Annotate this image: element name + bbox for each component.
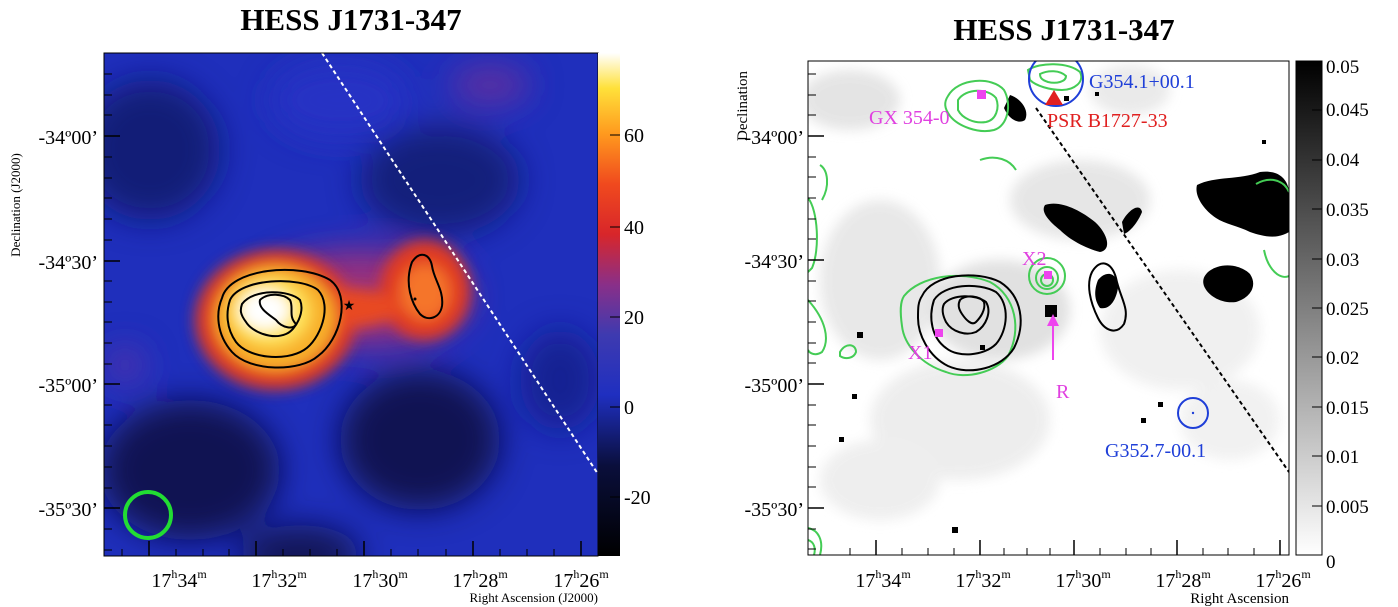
colorbar-tick-label: 0.035 <box>1326 200 1369 221</box>
y-tick-label: -35º30’ <box>744 499 804 521</box>
colorbar-tick-label: 0 <box>1326 552 1336 573</box>
x-tick-label: 17h28m <box>452 567 508 592</box>
x-tick-label: 17h26m <box>553 567 609 592</box>
right-colorbar-labels: 0.05 0.045 0.04 0.035 0.03 0.025 0.02 0.… <box>1326 57 1369 573</box>
black-contours <box>916 262 1127 372</box>
x-tick-label: 17h28m <box>1155 567 1211 592</box>
colorbar-tick-label: 0.01 <box>1326 447 1359 468</box>
label-x2: X2 <box>1022 248 1046 270</box>
y-tick-label: -34º30’ <box>744 251 804 273</box>
left-x-ticks <box>121 541 582 556</box>
snr-circle-g352 <box>1177 397 1209 429</box>
colorbar-tick-label: 40 <box>624 217 644 239</box>
x-tick-label: 17h26m <box>1255 567 1311 592</box>
colorbar-tick-label: 0 <box>624 397 634 419</box>
colorbar-tick-label: 0.025 <box>1326 299 1369 320</box>
label-psr: PSR B1727-33 <box>1047 110 1168 132</box>
y-tick-label: -35º30’ <box>38 499 98 521</box>
y-tick-label: -34º30’ <box>38 252 98 274</box>
left-heatmap: ★ <box>104 53 598 556</box>
left-colorbar <box>598 53 620 556</box>
source-marker-x1 <box>935 329 943 337</box>
left-colorbar-ticks <box>610 134 620 498</box>
right-title: HESS J1731-347 <box>953 12 1174 47</box>
x-tick-label: 17h34m <box>151 567 207 592</box>
label-g354: G354.1+00.1 <box>1089 71 1195 93</box>
y-tick-label: -35º00’ <box>38 375 98 397</box>
x-tick-label: 17h32m <box>955 567 1011 592</box>
x-tick-label: 17h30m <box>352 567 408 592</box>
left-y-ticks <box>104 73 120 551</box>
x-tick-label: 17h32m <box>251 567 307 592</box>
colorbar-tick-label: 0.05 <box>1326 57 1359 78</box>
right-map <box>808 61 1289 555</box>
psf-circle <box>123 490 173 540</box>
left-x-axis-label: Right Ascension (J2000) <box>469 590 598 605</box>
right-annotations: G354.1+00.1 GX 354-0 PSR B1727-33 X2 X1 … <box>869 71 1206 462</box>
source-marker-x2 <box>1044 271 1052 279</box>
colorbar-tick-label: 0.04 <box>1326 150 1360 171</box>
colorbar-tick-label: 0.02 <box>1326 348 1359 369</box>
colorbar-tick-label: 0.015 <box>1326 398 1369 419</box>
star-marker: ★ <box>343 299 356 314</box>
y-tick-label: -35º00’ <box>744 375 804 397</box>
right-y-tick-labels: -34º00’ -34º30’ -35º00’ -35º30’ <box>744 127 804 521</box>
left-y-axis-label: Declination (J2000) <box>8 153 23 257</box>
left-panel: HESS J1731-347 <box>8 2 651 605</box>
pulsar-marker <box>1045 90 1063 105</box>
dashed-line <box>1035 107 1289 473</box>
right-frame <box>807 60 1290 556</box>
x-tick-label: 17h30m <box>1055 567 1111 592</box>
colorbar-tick-label: 0.005 <box>1326 497 1369 518</box>
snr-circle-g354 <box>1028 61 1084 107</box>
left-x-tick-labels: 17h34m 17h32m 17h30m 17h28m 17h26m <box>151 567 609 592</box>
x-tick-label: 17h34m <box>855 567 911 592</box>
right-y-ticks <box>808 73 824 550</box>
right-x-ticks <box>849 540 1281 555</box>
colorbar-tick-label: 60 <box>624 125 644 147</box>
right-y-axis-label: Declination <box>735 71 751 141</box>
colorbar-tick-label: 0.045 <box>1326 100 1369 121</box>
label-g352: G352.7-00.1 <box>1105 440 1206 462</box>
right-panel: HESS J1731-347 <box>735 12 1369 607</box>
colorbar-tick-label: 0.03 <box>1326 250 1359 271</box>
left-title: HESS J1731-347 <box>240 2 461 37</box>
right-x-tick-labels: 17h34m 17h32m 17h30m 17h28m 17h26m <box>855 567 1311 592</box>
left-y-tick-labels: -34º00’ -34º30’ -35º00’ -35º30’ <box>38 127 98 521</box>
source-marker-gx354 <box>977 90 986 99</box>
y-tick-label: -34º00’ <box>744 127 804 149</box>
label-gx354: GX 354-0 <box>869 107 950 129</box>
right-colorbar-ticks <box>1312 60 1322 556</box>
y-tick-label: -34º00’ <box>38 127 98 149</box>
label-r: R <box>1056 381 1070 403</box>
right-x-axis-label: Right Ascension <box>1190 591 1289 607</box>
colorbar-tick-label: 20 <box>624 307 644 329</box>
colorbar-tick-label: -20 <box>624 487 651 509</box>
left-colorbar-labels: 60 40 20 0 -20 <box>624 125 651 509</box>
label-x1: X1 <box>908 342 932 364</box>
